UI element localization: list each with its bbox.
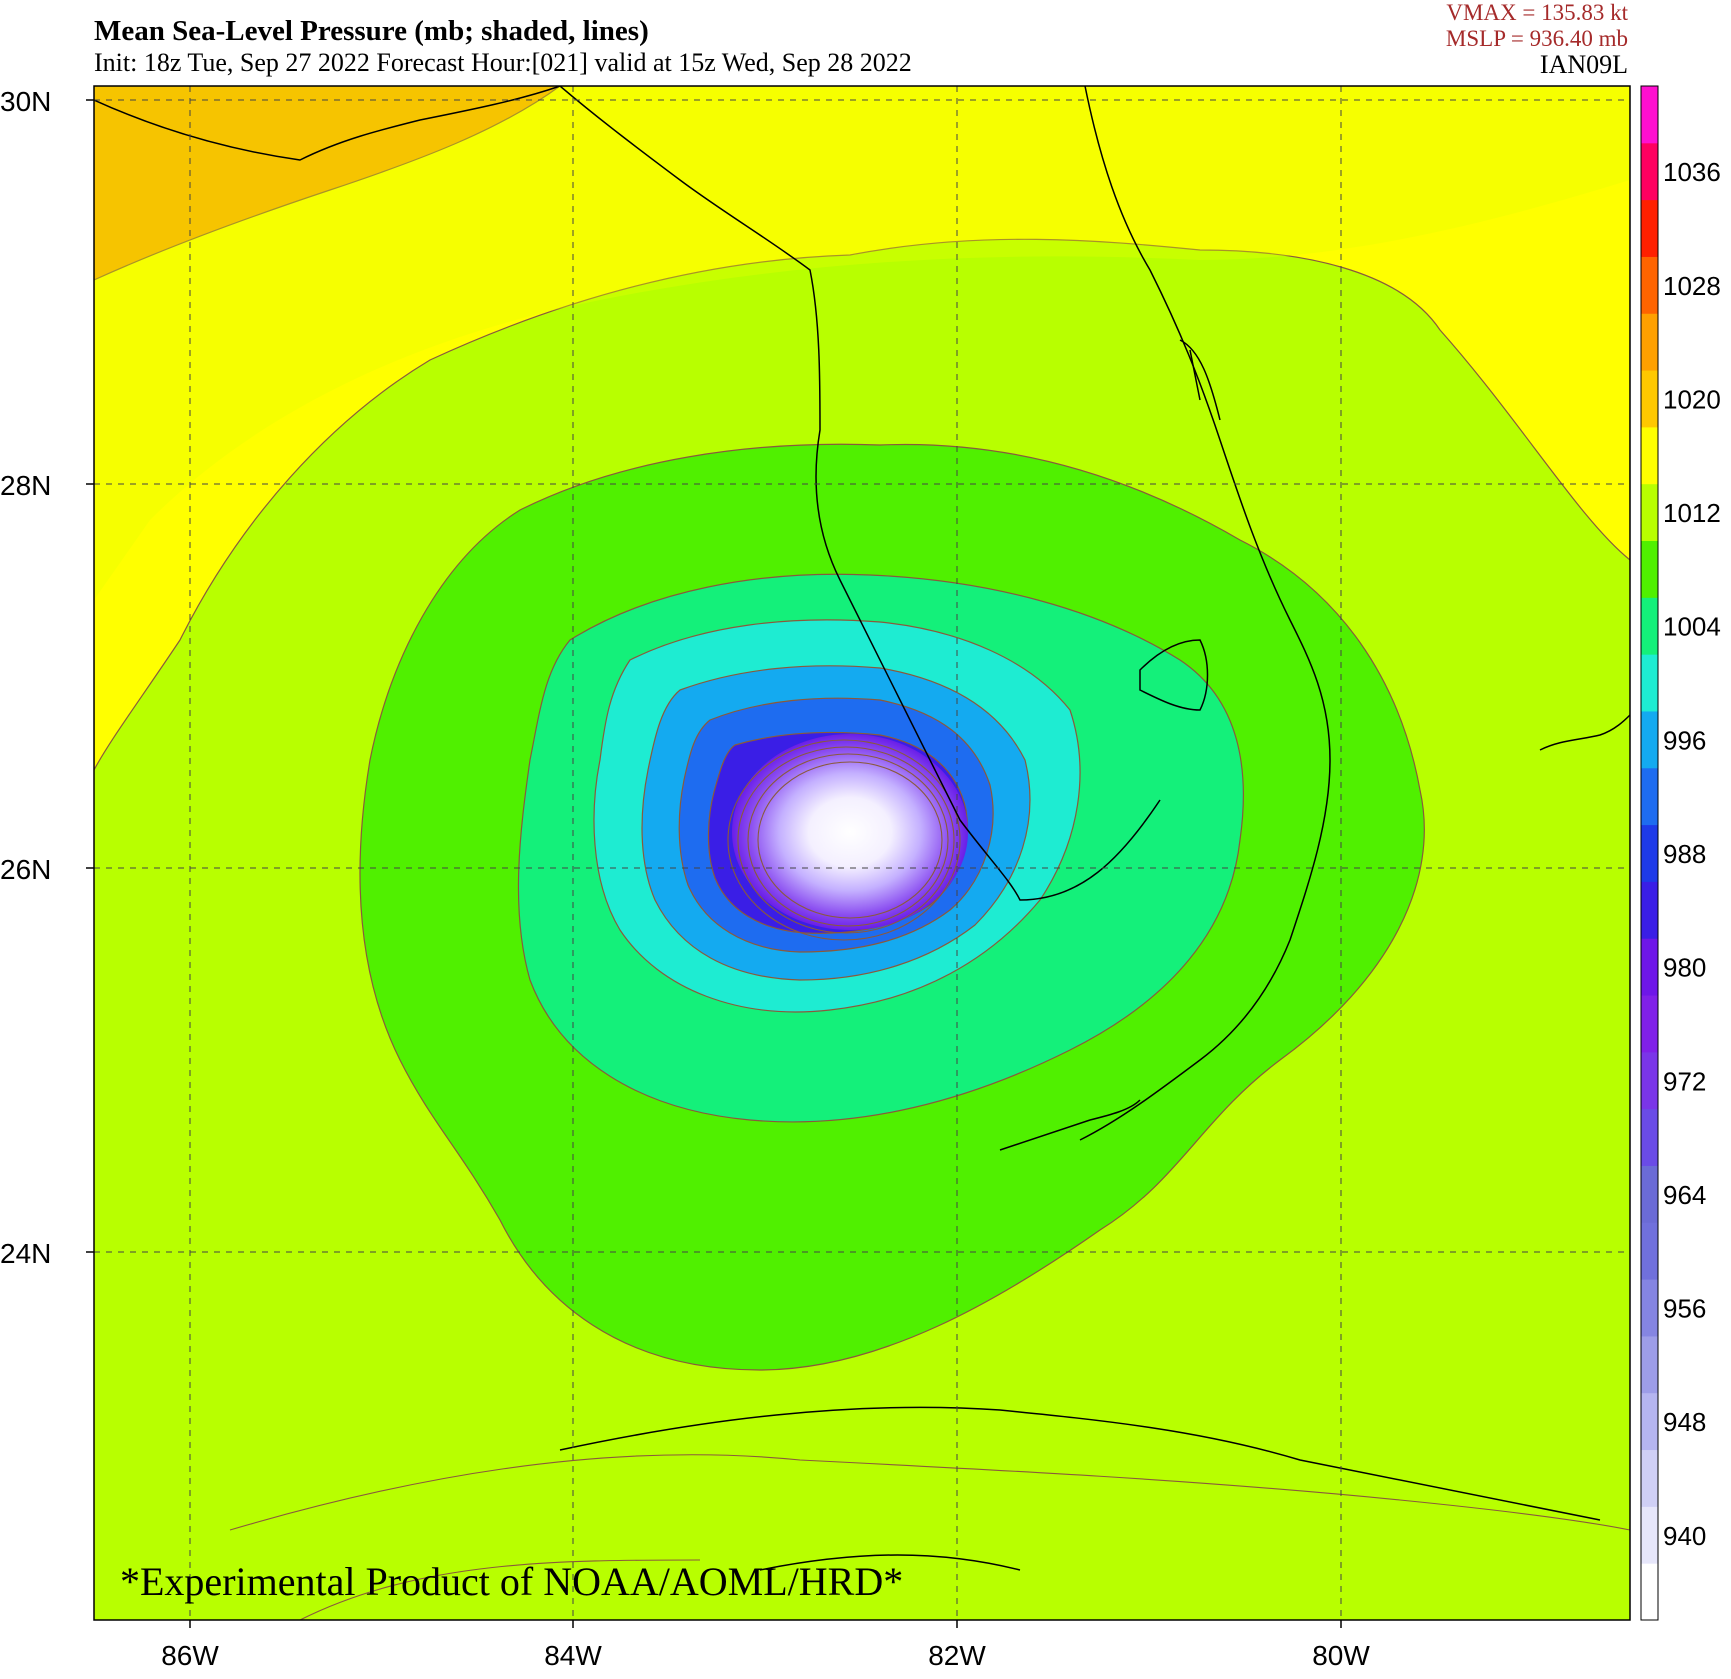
pressure-zone-1020	[94, 86, 562, 281]
lon-label-80w: 80W	[1312, 1640, 1370, 1671]
colorbar-swatch	[1641, 370, 1658, 428]
storm-id: IAN09L	[1540, 50, 1628, 79]
lat-label-26n: 26N	[0, 854, 51, 885]
colorbar-swatch	[1641, 597, 1658, 655]
longitude-axis: 86W 84W 82W 80W	[161, 1620, 1370, 1671]
lat-label-30n: 30N	[0, 86, 51, 117]
colorbar-swatch	[1641, 1051, 1658, 1110]
colorbar-label: 996	[1663, 725, 1706, 755]
colorbar-label: 1028	[1663, 271, 1721, 301]
coastline	[94, 86, 1630, 1571]
colorbar-swatch	[1641, 995, 1658, 1053]
colorbar-swatch	[1641, 1165, 1658, 1223]
storm-core	[732, 734, 968, 930]
colorbar-swatch	[1641, 824, 1658, 882]
colorbar-label: 1012	[1663, 498, 1721, 528]
colorbar-label: 964	[1663, 1180, 1706, 1210]
colorbar-label: 940	[1663, 1521, 1706, 1551]
colorbar-label: 1020	[1663, 384, 1721, 414]
colorbar-swatch	[1641, 767, 1658, 826]
map-frame	[93, 85, 1631, 1621]
colorbar-swatch	[1641, 86, 1658, 144]
colorbar: 940 948 956 964 972 980 988 996 1004 1012 1020 1028…	[1640, 85, 1721, 1621]
colorbar-swatch	[1641, 313, 1658, 371]
colorbar-swatch	[1641, 426, 1658, 485]
colorbar-swatch	[1641, 654, 1658, 712]
chart-subtitle: Init: 18z Tue, Sep 27 2022 Forecast Hour…	[94, 48, 912, 77]
mslp-readout: MSLP = 936.40 mb	[1446, 26, 1628, 51]
lon-label-84w: 84W	[544, 1640, 602, 1671]
colorbar-swatch	[1641, 710, 1658, 769]
chart-title: Mean Sea-Level Pressure (mb; shaded, lin…	[94, 15, 649, 47]
colorbar-swatch	[1641, 1335, 1658, 1394]
colorbar-swatch	[1641, 1392, 1658, 1451]
lon-label-86w: 86W	[161, 1640, 219, 1671]
pressure-zone-1012-lemon	[94, 86, 1630, 600]
lat-label-28n: 28N	[0, 470, 51, 501]
colorbar-label: 1004	[1663, 612, 1721, 642]
colorbar-label: 948	[1663, 1407, 1706, 1437]
colorbar-swatch	[1641, 540, 1658, 598]
colorbar-swatch	[1641, 1449, 1658, 1507]
vmax-readout: VMAX = 135.83 kt	[1446, 0, 1628, 25]
colorbar-swatch	[1641, 1506, 1658, 1564]
watermark: *Experimental Product of NOAA/AOML/HRD*	[120, 1559, 903, 1604]
colorbar-swatch	[1641, 1222, 1658, 1280]
colorbar-label: 956	[1663, 1294, 1706, 1324]
graticule	[94, 86, 1630, 1620]
colorbar-label: 1036	[1663, 157, 1721, 187]
colorbar-swatch	[1641, 881, 1658, 939]
colorbar-label: 980	[1663, 953, 1706, 983]
lon-label-82w: 82W	[928, 1640, 986, 1671]
isobar-lines	[229, 739, 1630, 1620]
colorbar-swatch	[1641, 1108, 1658, 1166]
colorbar-swatch	[1641, 256, 1658, 314]
colorbar-swatch	[1641, 483, 1658, 542]
colorbar-frame	[1640, 85, 1659, 1621]
colorbar-swatch	[1641, 1563, 1658, 1621]
lat-label-24n: 24N	[0, 1238, 51, 1269]
map-panel: *Experimental Product of NOAA/AOML/HRD* …	[0, 85, 1631, 1671]
colorbar-swatch	[1641, 938, 1658, 996]
colorbar-swatch	[1641, 199, 1658, 257]
latitude-axis: 30N 28N 26N 24N	[0, 86, 94, 1269]
colorbar-swatch	[1641, 1279, 1658, 1337]
colorbar-swatch	[1641, 142, 1658, 201]
pressure-zone-1016	[94, 86, 1630, 771]
colorbar-label: 988	[1663, 839, 1706, 869]
colorbar-label: 972	[1663, 1066, 1706, 1096]
